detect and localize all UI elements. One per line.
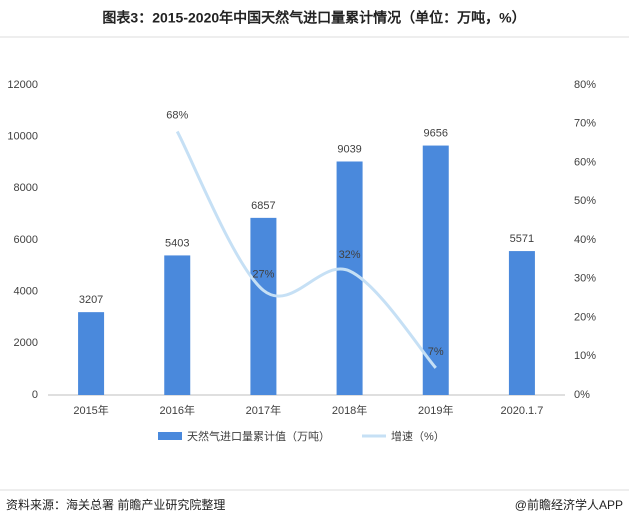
- y-tick-label: 12000: [7, 79, 38, 91]
- y-tick-label: 8000: [14, 182, 38, 194]
- y2-tick-label: 20%: [574, 311, 596, 323]
- data-label: 9656: [424, 127, 448, 139]
- y2-tick-label: 0%: [574, 389, 590, 401]
- credit: @前瞻经济学人APP: [515, 497, 623, 512]
- y-tick-label: 0: [32, 389, 38, 401]
- data-label: 5571: [510, 233, 534, 245]
- line: [175, 130, 437, 369]
- data-label: 3207: [79, 294, 103, 306]
- bar: [508, 251, 535, 395]
- data-label: 68%: [166, 109, 188, 121]
- y2-tick-label: 50%: [574, 195, 596, 207]
- y-tick-label: 10000: [7, 131, 38, 143]
- x-tick-label: 2015年: [73, 403, 108, 417]
- bar: [422, 145, 449, 395]
- data-label: 7%: [428, 346, 444, 358]
- y-tick-label: 2000: [14, 337, 38, 349]
- chart-title: 图表3：2015-2020年中国天然气进口量累计情况（单位：万吨，%）: [102, 10, 525, 26]
- bar: [164, 255, 191, 395]
- y-tick-label: 6000: [14, 234, 38, 246]
- y2-tick-label: 80%: [574, 79, 596, 91]
- y-tick-label: 4000: [14, 286, 38, 298]
- bar: [78, 312, 105, 395]
- data-label: 9039: [337, 143, 361, 155]
- data-label: 32%: [339, 249, 361, 261]
- x-tick-label: 2018年: [332, 403, 367, 417]
- y2-tick-label: 30%: [574, 273, 596, 285]
- y2-tick-label: 60%: [574, 156, 596, 168]
- data-label: 5403: [165, 237, 189, 249]
- data-label: 6857: [251, 200, 275, 212]
- data-label: 27%: [252, 268, 274, 280]
- x-tick-label: 2020.1.7: [501, 405, 544, 417]
- legend-label: 天然气进口量累计值（万吨）: [187, 429, 330, 443]
- legend-swatch: [158, 432, 182, 440]
- bar: [250, 217, 277, 395]
- x-tick-label: 2016年: [160, 403, 195, 417]
- x-tick-label: 2019年: [418, 403, 453, 417]
- legend-label: 增速（%）: [391, 429, 445, 443]
- bar: [336, 161, 363, 395]
- x-tick-label: 2017年: [246, 403, 281, 417]
- source: 资料来源：海关总署 前瞻产业研究院整理: [6, 497, 225, 512]
- y2-tick-label: 10%: [574, 350, 596, 362]
- y2-tick-label: 70%: [574, 118, 596, 130]
- y2-tick-label: 40%: [574, 234, 596, 246]
